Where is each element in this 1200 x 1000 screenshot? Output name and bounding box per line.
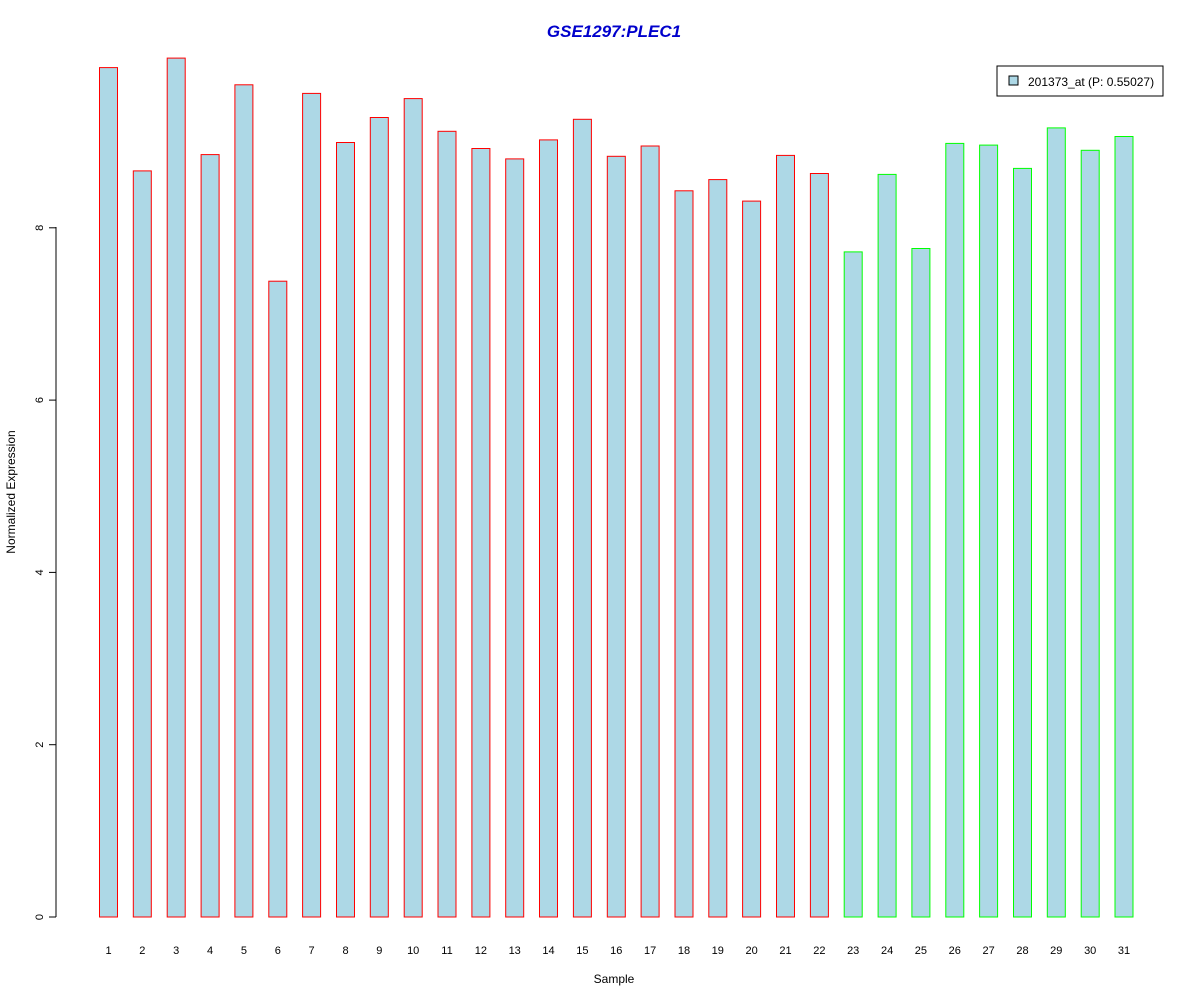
y-tick-label: 8 <box>34 225 46 231</box>
x-tick-label: 6 <box>275 945 281 957</box>
bar-sample-15 <box>572 118 592 918</box>
bar-sample-24 <box>877 173 897 918</box>
legend: 201373_at (P: 0.55027) <box>996 65 1164 97</box>
bar-sample-26 <box>945 142 965 918</box>
bar-sample-27 <box>979 144 999 918</box>
x-tick-label: 17 <box>644 945 656 957</box>
bar-sample-14 <box>539 139 558 918</box>
bar-sample-21 <box>776 154 795 918</box>
bar-sample-5 <box>234 84 254 918</box>
bar-sample-29 <box>1046 127 1066 918</box>
bar-sample-7 <box>302 92 322 918</box>
bar-sample-31 <box>1114 136 1134 918</box>
x-tick-label: 19 <box>712 945 724 957</box>
bar-sample-17 <box>640 145 660 918</box>
x-tick-label: 28 <box>1016 945 1028 957</box>
x-tick-label: 13 <box>509 945 521 957</box>
x-tick-label: 8 <box>342 945 348 957</box>
x-axis-label: Sample <box>594 972 635 986</box>
bar-sample-22 <box>809 173 829 918</box>
y-tick-label: 4 <box>34 569 46 575</box>
x-tick-label: 25 <box>915 945 927 957</box>
x-tick-label: 1 <box>105 945 111 957</box>
x-tick-label: 4 <box>207 945 213 957</box>
y-tick-label: 2 <box>34 742 46 748</box>
bar-sample-1 <box>99 67 118 918</box>
x-tick-label: 21 <box>779 945 791 957</box>
bar-sample-30 <box>1080 149 1100 918</box>
x-tick-label: 3 <box>173 945 179 957</box>
y-axis-label: Normalized Expression <box>4 430 18 553</box>
x-tick-labels: 1 2 3 4 5 6 7 8 9 10 11 12 13 14 15 16 17 18 19 20 21 22 23 24 2… <box>105 945 1130 957</box>
legend-label: 201373_at (P: 0.55027) <box>1028 75 1154 89</box>
bar-sample-4 <box>200 154 220 918</box>
x-tick-label: 5 <box>241 945 247 957</box>
bar-sample-16 <box>606 155 626 918</box>
x-tick-label: 9 <box>376 945 382 957</box>
legend-box <box>996 65 1164 97</box>
bar-sample-23 <box>843 251 863 918</box>
x-tick-label: 2 <box>139 945 145 957</box>
y-axis: 0 2 4 6 8 <box>34 225 57 920</box>
bar-sample-13 <box>505 158 525 918</box>
bar-sample-25 <box>911 248 931 918</box>
bar-sample-20 <box>742 200 762 918</box>
x-tick-label: 15 <box>576 945 588 957</box>
x-tick-label: 23 <box>847 945 859 957</box>
bar-sample-2 <box>132 170 152 918</box>
x-tick-label: 22 <box>813 945 825 957</box>
x-tick-label: 16 <box>610 945 622 957</box>
legend-swatch <box>1008 75 1019 86</box>
bar-sample-9 <box>369 117 389 918</box>
bar-sample-19 <box>708 179 728 918</box>
x-tick-label: 24 <box>881 945 893 957</box>
x-tick-label: 26 <box>949 945 961 957</box>
x-tick-label: 14 <box>542 945 554 957</box>
bars-group <box>99 57 1134 918</box>
bar-sample-11 <box>437 130 457 918</box>
bar-sample-3 <box>166 57 186 918</box>
bar-sample-10 <box>403 98 423 918</box>
y-tick-label: 6 <box>34 397 46 403</box>
y-tick-label: 0 <box>34 914 46 920</box>
x-tick-label: 31 <box>1118 945 1130 957</box>
bar-sample-28 <box>1013 167 1032 918</box>
x-tick-label: 27 <box>982 945 994 957</box>
x-tick-label: 11 <box>441 945 452 957</box>
bar-sample-18 <box>674 190 694 918</box>
x-tick-label: 29 <box>1050 945 1062 957</box>
x-tick-label: 12 <box>475 945 487 957</box>
x-tick-label: 20 <box>745 945 757 957</box>
bar-sample-8 <box>336 142 355 918</box>
x-tick-label: 10 <box>407 945 419 957</box>
x-tick-label: 7 <box>309 945 315 957</box>
x-tick-label: 18 <box>678 945 690 957</box>
chart-title: GSE1297:PLEC1 <box>547 22 681 41</box>
bar-sample-12 <box>471 148 491 918</box>
x-tick-label: 30 <box>1084 945 1096 957</box>
bar-sample-6 <box>268 280 288 918</box>
